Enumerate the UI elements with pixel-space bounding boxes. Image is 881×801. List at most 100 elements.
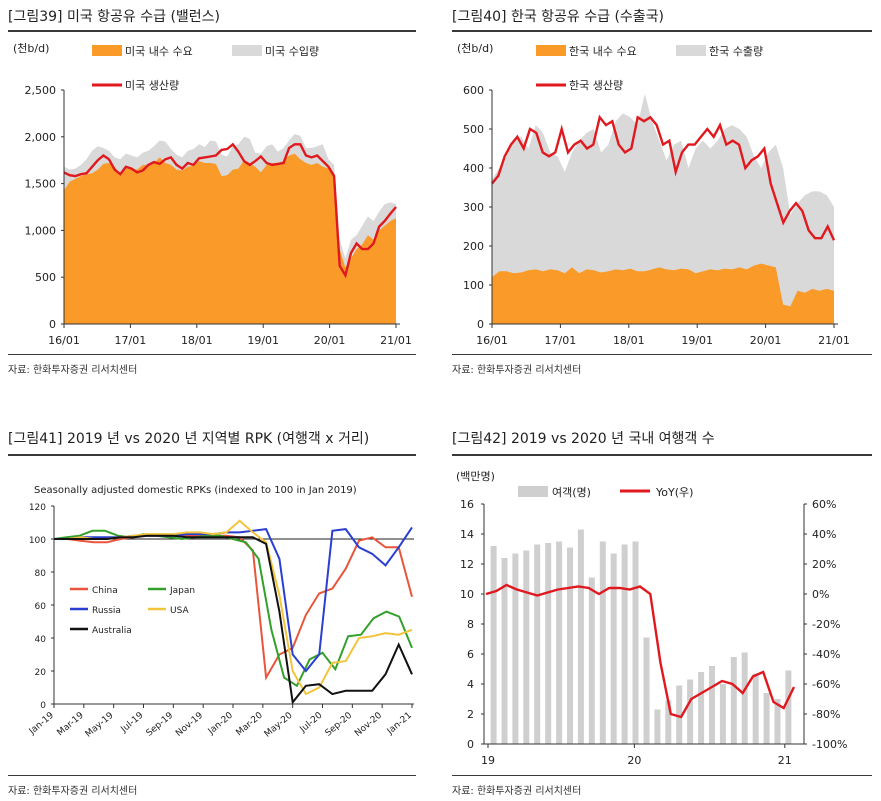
panel-kr-jetfuel: [그림40] 한국 항공유 수급 (수출국) (천b/d) 0 100 200 300 4… [452,0,872,390]
x-tick-label: Jul-20 [298,710,325,735]
source-note: 자료: 한화투자증권 리서치센터 [452,786,582,797]
panel-title: [그림39] 미국 항공유 수급 (밸런스) [8,9,221,25]
y-left-tick-label: 12 [460,558,474,571]
bar-passengers [785,670,792,744]
y-left-tick-label: 2 [467,708,474,721]
legend-label: 미국 생산량 [125,79,179,92]
panel-title: [그림41] 2019 년 vs 2020 년 지역별 RPK (여행객 x 거… [8,431,370,447]
legend-swatch-secondary [676,45,706,56]
line-series-australia [54,534,413,705]
y-right-tick-label: -20% [812,618,840,631]
bar-passengers [654,709,661,744]
kr-jetfuel-chart: (천b/d) 0 100 200 300 400 500 600 16/01 17/01 18/01… [457,41,850,347]
y-tick-label: 400 [463,162,484,175]
x-tick-label: Sep-19 [145,710,176,738]
legend-label: 한국 내수 수요 [569,45,637,58]
y-right-tick-label: -60% [812,678,840,691]
bar-passengers [730,657,737,744]
title-rule [8,454,416,456]
bar-passengers [556,541,563,744]
x-tick-label: 21 [778,754,792,767]
source-note: 자료: 한화투자증권 리서치센터 [452,365,582,376]
x-tick-label: 18/01 [181,334,213,347]
y-left-tick-label: 10 [460,588,474,601]
bar-passengers [534,544,541,744]
title-rule [452,30,872,32]
legend-label: Japan [169,586,195,596]
y-right-tick-label: -40% [812,648,840,661]
x-tick-label: Jan-20 [206,710,235,737]
bottom-rule [8,354,416,355]
y-tick-label: 200 [463,240,484,253]
x-tick-label: 20/01 [314,334,346,347]
y-left-tick-label: 8 [467,618,474,631]
legend-label: 한국 생산량 [569,79,623,92]
y-left-tick-label: 6 [467,648,474,661]
source-note: 자료: 한화투자증권 리서치센터 [8,786,138,797]
us-jetfuel-chart: (천b/d) 0 500 1,000 1,500 2,000 2,500 16/01 17/01… [13,41,412,347]
y-right-tick-label: -100% [812,738,847,751]
y-left-tick-label: 14 [460,528,474,541]
bar-passengers [501,558,508,744]
legend-label: 미국 수입량 [265,45,319,58]
bottom-rule [8,775,416,776]
legend-swatch-demand [536,45,566,56]
y-right-tick-label: 0% [812,588,829,601]
x-tick-label: Mar-20 [235,710,265,738]
rpk-chart: Seasonally adjusted domestic RPKs (index… [27,485,414,740]
area-series-demand [64,153,396,324]
bar-passengers [523,550,530,744]
line-series-japan [53,529,413,688]
x-tick-label: Sep-20 [324,710,355,738]
y-tick-label: 2,500 [25,84,57,97]
unit-label: (천b/d) [457,41,493,55]
legend-swatch-demand [92,45,122,56]
bottom-rule [452,354,872,355]
x-tick-label: Jan-21 [385,711,414,738]
bar-passengers [741,652,748,744]
panel-kr-passengers: [그림42] 2019 vs 2020 년 국내 여행객 수 (백만명) 0 2 4 6… [452,420,872,801]
bar-passengers [588,577,595,744]
y-tick-label: 500 [35,271,56,284]
x-tick-label: 17/01 [115,334,147,347]
line-series-production [491,114,836,241]
bar-passengers [599,541,606,744]
panel-title: [그림40] 한국 항공유 수급 (수출국) [452,9,665,25]
y-tick-label: 2,000 [25,131,57,144]
bar-passengers [698,672,705,744]
bottom-rule [452,775,872,776]
bar-passengers [610,553,617,744]
x-tick-label: 17/01 [545,334,577,347]
y-right-tick-label: 40% [812,528,836,541]
x-tick-label: Nov-20 [353,710,384,738]
panel-title: [그림42] 2019 vs 2020 년 국내 여행객 수 [452,431,715,447]
y-right-tick-label: 20% [812,558,836,571]
x-tick-label: 19 [481,754,495,767]
legend-label: 한국 수출량 [709,45,763,58]
y-left-tick-label: 4 [467,678,474,691]
panel-rpk: [그림41] 2019 년 vs 2020 년 지역별 RPK (여행객 x 거… [8,420,416,801]
x-tick-label: Mar-19 [56,710,86,738]
bar-passengers [632,541,639,744]
legend-label: Australia [92,626,132,636]
x-tick-label: 21/01 [818,334,850,347]
y-tick-label: 0 [477,318,484,331]
kr-passengers-chart: (백만명) 0 2 4 6 8 10 12 14 16 -100% -80% -60% -40% -20% 0… [456,470,847,767]
bar-passengers [687,679,694,744]
y-tick-label: 0 [40,701,46,711]
legend-label: 미국 내수 수요 [125,45,193,58]
x-tick-label: Jul-19 [119,710,146,735]
y-tick-label: 500 [463,123,484,136]
source-note: 자료: 한화투자증권 리서치센터 [8,365,138,376]
y-tick-label: 100 [463,279,484,292]
legend-label: Russia [92,606,121,616]
y-tick-label: 1,000 [25,224,57,237]
x-tick-label: 20 [627,754,641,767]
bar-passengers [774,699,781,744]
y-tick-label: 600 [463,84,484,97]
legend-swatch-bars [518,486,548,497]
area-series-secondary [492,93,834,325]
line-series-production [63,142,397,279]
y-tick-label: 120 [29,503,46,513]
y-tick-label: 80 [35,569,47,579]
